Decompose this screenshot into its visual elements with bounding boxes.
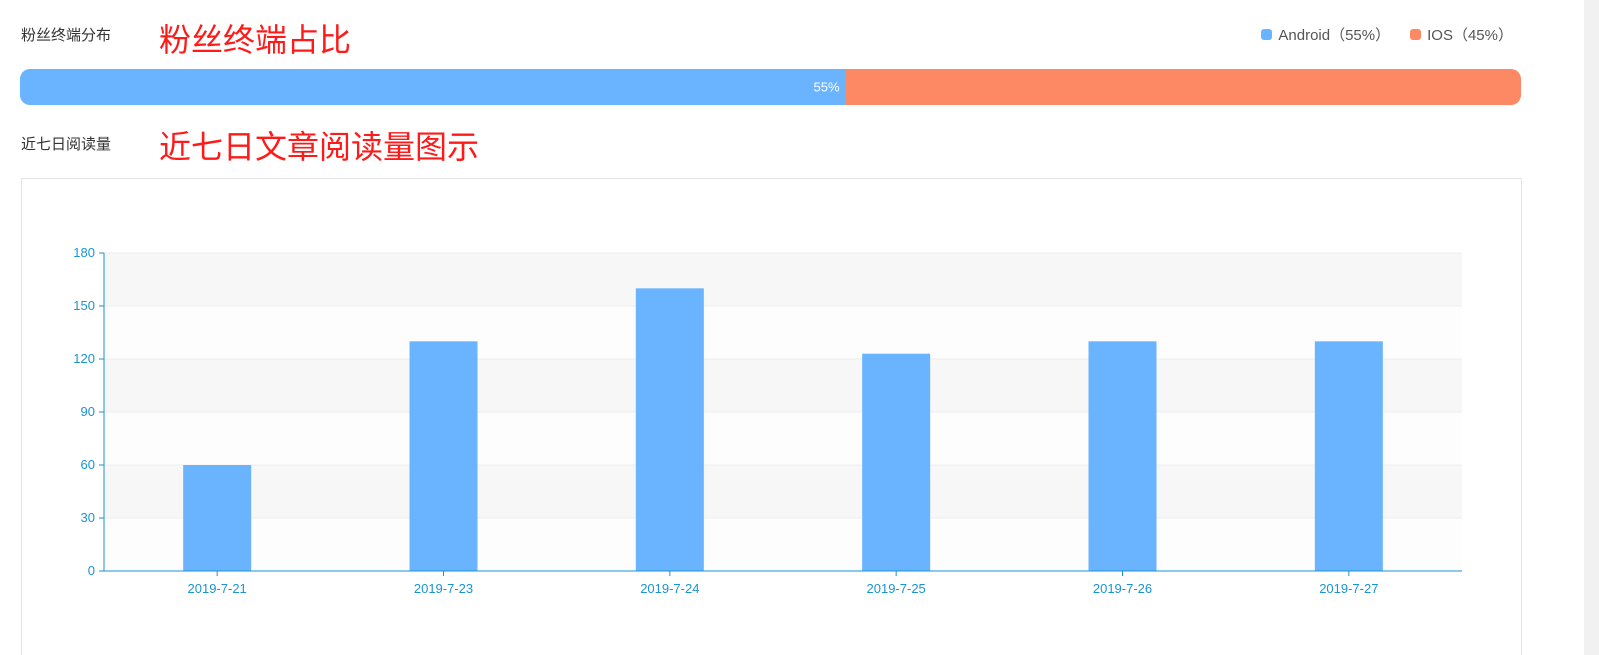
chart-band: [104, 518, 1462, 571]
legend-label-ios: IOS（45%）: [1427, 27, 1513, 44]
y-tick-label: 120: [73, 351, 95, 366]
terminal-legend: Android（55%） IOS（45%）: [1261, 24, 1513, 45]
y-tick-label: 180: [73, 245, 95, 260]
reads-chart-container: 0 30 60 90 120 150 180 2019-7-21 2019-7-23 2019-7…: [21, 178, 1522, 655]
x-tick-label: 2019-7-21: [188, 581, 247, 596]
x-tick-label: 2019-7-25: [867, 581, 926, 596]
chart-band: [104, 253, 1462, 306]
y-tick-label: 0: [88, 563, 95, 578]
reads-bar-chart: 0 30 60 90 120 150 180 2019-7-21 2019-7-23 2019-7…: [73, 245, 1462, 596]
x-tick-label: 2019-7-27: [1319, 581, 1378, 596]
fans-annotation: 粉丝终端占比: [159, 22, 352, 58]
progress-segment-android-label: 55%: [813, 79, 840, 95]
progress-segment-android: 55%: [20, 69, 846, 105]
x-tick-label: 2019-7-26: [1093, 581, 1152, 596]
bar-2019-7-23: [409, 341, 478, 571]
y-tick-label: 90: [81, 404, 95, 419]
y-tick-label: 150: [73, 298, 95, 313]
bar-2019-7-21: [183, 465, 252, 571]
reads-annotation: 近七日文章阅读量图示: [159, 129, 480, 165]
legend-swatch-ios: [1410, 29, 1422, 40]
bar-2019-7-26: [1088, 341, 1157, 571]
bar-2019-7-27: [1314, 341, 1383, 571]
chart-band: [104, 306, 1462, 359]
legend-item-android[interactable]: Android（55%）: [1261, 24, 1390, 45]
bar-2019-7-25: [862, 353, 931, 571]
chart-band: [104, 412, 1462, 465]
y-tick-label: 30: [81, 510, 95, 525]
chart-band: [104, 465, 1462, 518]
legend-swatch-android: [1261, 29, 1273, 40]
vertical-scrollbar[interactable]: [1584, 0, 1599, 655]
reads-section-label: 近七日阅读量: [21, 136, 112, 153]
chart-band: [104, 359, 1462, 412]
y-tick-label: 60: [81, 457, 95, 472]
bar-2019-7-24: [635, 288, 704, 571]
terminal-progress-bar: 55%: [20, 69, 1521, 105]
progress-segment-ios: [845, 69, 1521, 105]
fans-section-label: 粉丝终端分布: [21, 27, 112, 44]
legend-item-ios[interactable]: IOS（45%）: [1410, 24, 1513, 45]
x-tick-label: 2019-7-24: [640, 581, 699, 596]
legend-label-android: Android（55%）: [1278, 27, 1391, 44]
x-tick-label: 2019-7-23: [414, 581, 473, 596]
